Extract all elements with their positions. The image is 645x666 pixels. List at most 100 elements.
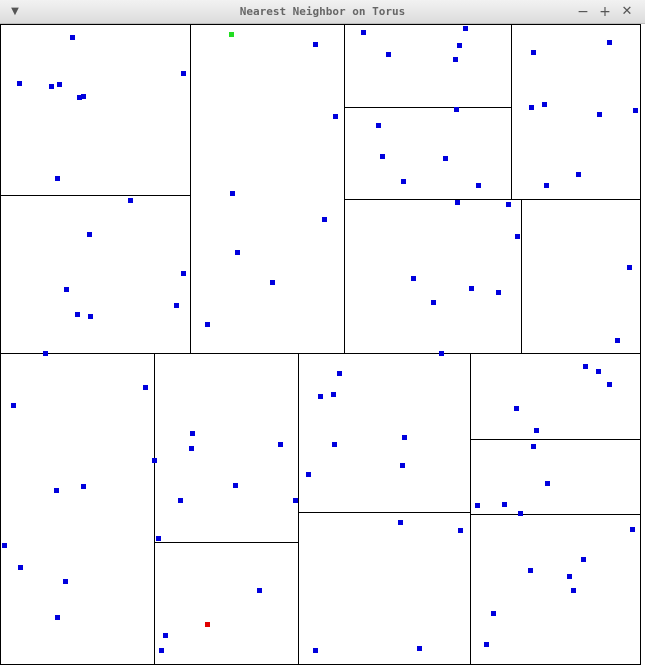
data-point — [463, 26, 468, 31]
data-point — [55, 176, 60, 181]
data-point — [159, 648, 164, 653]
canvas-border — [0, 24, 641, 665]
data-point — [257, 588, 262, 593]
data-point — [306, 472, 311, 477]
data-point — [174, 303, 179, 308]
data-point — [496, 290, 501, 295]
data-point — [627, 265, 632, 270]
data-point — [475, 503, 480, 508]
data-point — [77, 95, 82, 100]
data-point — [313, 648, 318, 653]
data-point — [597, 112, 602, 117]
data-point — [205, 322, 210, 327]
data-point — [17, 81, 22, 86]
data-point — [152, 458, 157, 463]
data-point — [63, 579, 68, 584]
data-point — [18, 565, 23, 570]
data-point — [402, 435, 407, 440]
data-point — [75, 312, 80, 317]
data-point — [518, 511, 523, 516]
data-point — [278, 442, 283, 447]
data-point — [2, 543, 7, 548]
data-point — [417, 646, 422, 651]
data-point — [189, 446, 194, 451]
data-point — [531, 50, 536, 55]
data-point — [55, 615, 60, 620]
data-point — [70, 35, 75, 40]
data-point — [583, 364, 588, 369]
minimize-icon[interactable]: − — [577, 4, 589, 20]
data-point — [542, 102, 547, 107]
data-point — [514, 406, 519, 411]
data-point — [607, 40, 612, 45]
data-point — [531, 444, 536, 449]
data-point — [439, 351, 444, 356]
data-point — [270, 280, 275, 285]
data-point — [87, 232, 92, 237]
data-point — [571, 588, 576, 593]
data-point — [54, 488, 59, 493]
data-point — [233, 483, 238, 488]
window-title: Nearest Neighbor on Torus — [239, 5, 406, 18]
data-point — [11, 403, 16, 408]
data-point — [457, 43, 462, 48]
kd-tree-plot — [0, 24, 641, 665]
data-point — [190, 431, 195, 436]
data-point — [581, 557, 586, 562]
data-point — [318, 394, 323, 399]
data-point — [332, 442, 337, 447]
data-point — [181, 71, 186, 76]
data-point — [576, 172, 581, 177]
data-point — [401, 179, 406, 184]
query-point — [205, 622, 210, 627]
data-point — [331, 392, 336, 397]
data-point — [544, 183, 549, 188]
data-point — [181, 271, 186, 276]
data-point — [630, 527, 635, 532]
data-point — [313, 42, 318, 47]
data-point — [528, 568, 533, 573]
data-point — [333, 114, 338, 119]
data-point — [322, 217, 327, 222]
data-point — [469, 286, 474, 291]
data-point — [567, 574, 572, 579]
data-point — [615, 338, 620, 343]
data-point — [386, 52, 391, 57]
data-point — [337, 371, 342, 376]
data-point — [453, 57, 458, 62]
data-point — [88, 314, 93, 319]
data-point — [400, 463, 405, 468]
nearest-neighbor-point — [229, 32, 234, 37]
data-point — [178, 498, 183, 503]
chevron-down-icon[interactable]: ▼ — [11, 6, 19, 17]
data-point — [128, 198, 133, 203]
data-point — [484, 642, 489, 647]
data-point — [529, 105, 534, 110]
data-point — [454, 107, 459, 112]
data-point — [443, 156, 448, 161]
data-point — [534, 428, 539, 433]
data-point — [398, 520, 403, 525]
data-point — [411, 276, 416, 281]
torus-canvas[interactable] — [0, 24, 645, 666]
points-layer — [2, 26, 638, 653]
data-point — [380, 154, 385, 159]
data-point — [515, 234, 520, 239]
data-point — [545, 481, 550, 486]
data-point — [506, 202, 511, 207]
data-point — [57, 82, 62, 87]
data-point — [458, 528, 463, 533]
close-icon[interactable]: ✕ — [621, 4, 633, 19]
data-point — [49, 84, 54, 89]
data-point — [361, 30, 366, 35]
data-point — [455, 200, 460, 205]
data-point — [293, 498, 298, 503]
maximize-icon[interactable]: + — [599, 4, 611, 20]
data-point — [476, 183, 481, 188]
data-point — [143, 385, 148, 390]
data-point — [431, 300, 436, 305]
data-point — [64, 287, 69, 292]
data-point — [163, 633, 168, 638]
title-bar: ▼ Nearest Neighbor on Torus − + ✕ — [0, 0, 645, 24]
data-point — [235, 250, 240, 255]
